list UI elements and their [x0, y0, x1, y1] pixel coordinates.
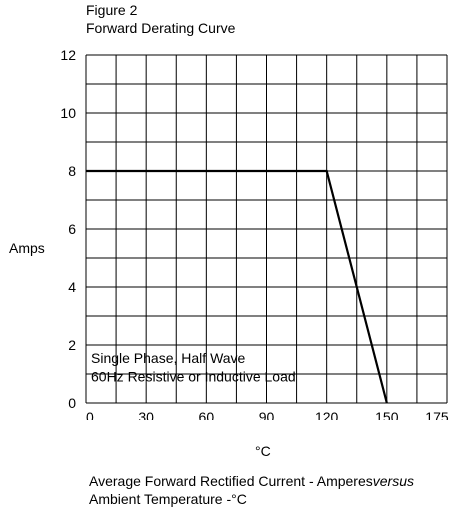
y-tick-label: 8 — [68, 163, 76, 179]
y-tick-label: 10 — [60, 105, 76, 121]
x-tick-label: 150 — [375, 409, 399, 420]
x-tick-label: 90 — [259, 409, 275, 420]
x-tick-label: 0 — [86, 409, 94, 420]
caption-main-text: Average Forward Rectified Current - Ampe… — [89, 473, 373, 489]
x-tick-label: 30 — [138, 409, 154, 420]
annotation-layer: Single Phase, Half Wave 60Hz Resistive or… — [91, 350, 296, 384]
x-tick-label: 120 — [315, 409, 339, 420]
derating-curve-line — [86, 169, 388, 404]
caption-line-1: Average Forward Rectified Current - Ampe… — [89, 473, 414, 489]
x-axis-label: °C — [255, 443, 271, 459]
y-tick-label: 12 — [60, 47, 76, 63]
figure-label: Figure 2 — [86, 2, 138, 18]
annotation-line: Single Phase, Half Wave — [91, 350, 246, 366]
y-axis-label: Amps — [9, 240, 45, 256]
series-layer — [86, 169, 388, 404]
y-tick-label: 4 — [68, 279, 76, 295]
x-tick-label: 175 — [425, 409, 449, 420]
y-tick-label: 0 — [68, 395, 76, 411]
chart-title: Forward Derating Curve — [86, 20, 236, 36]
caption-line-2: Ambient Temperature -°C — [89, 491, 247, 507]
grid-layer — [85, 54, 448, 404]
y-tick-label: 2 — [68, 337, 76, 353]
x-tick-label: 60 — [199, 409, 215, 420]
annotation-line: 60Hz Resistive or Inductive Load — [91, 368, 296, 384]
y-tick-label: 6 — [68, 221, 76, 237]
caption-versus-text: versus — [372, 473, 414, 489]
